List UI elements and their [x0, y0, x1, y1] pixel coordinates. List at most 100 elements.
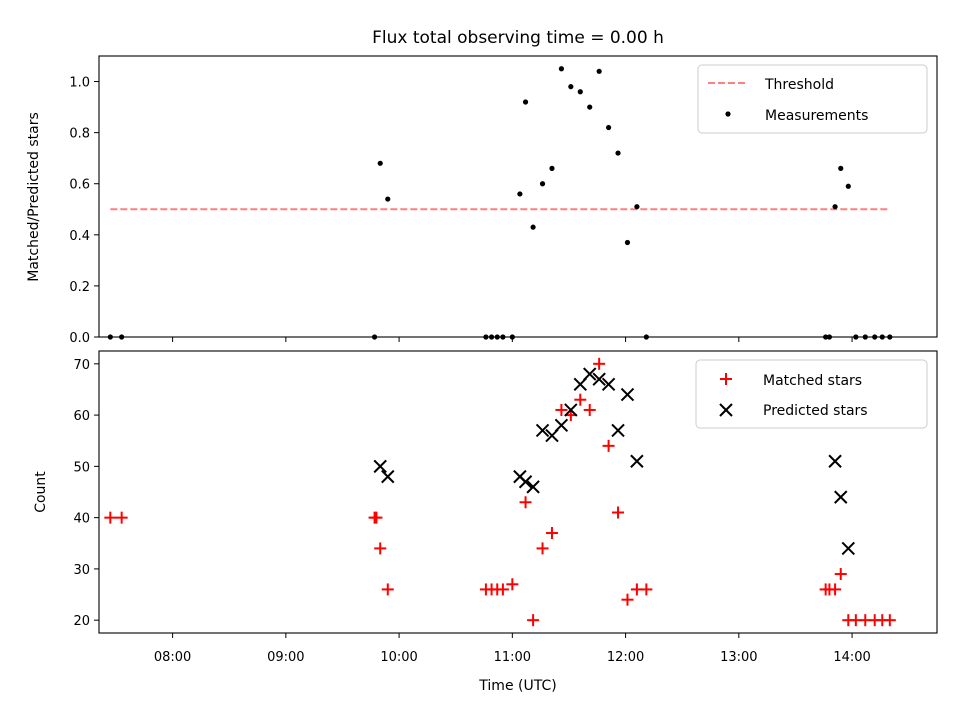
matched-star-point — [555, 403, 568, 416]
predicted-star-point — [620, 387, 635, 402]
measurement-point — [385, 196, 391, 202]
measurement-point — [549, 165, 555, 171]
bottom-legend-box — [695, 359, 928, 429]
matched-star-point — [593, 357, 606, 370]
matched-star-point — [834, 568, 847, 581]
bottom-plot-frame — [98, 350, 938, 634]
x-tick-label: 08:00 — [154, 650, 191, 665]
predicted-star-point — [535, 423, 550, 438]
top-y-tick-label: 0.8 — [69, 127, 90, 142]
bottom-y-tick-label: 40 — [73, 512, 90, 527]
top-y-tick-label: 0.4 — [69, 229, 90, 244]
top-legend-box — [697, 64, 928, 134]
top-y-tick-label: 0.6 — [69, 178, 90, 193]
measurement-point — [838, 165, 844, 171]
matched-star-point — [104, 511, 117, 524]
matched-star-point — [374, 542, 387, 555]
predicted-star-point — [841, 541, 855, 556]
measurement-point — [832, 204, 838, 210]
predicted-star-point — [828, 454, 842, 468]
chart-title: Flux total observing time = 0.00 h — [372, 28, 664, 48]
matched-star-point — [381, 583, 394, 596]
matched-star-point — [602, 439, 615, 452]
x-tick-label: 12:00 — [607, 650, 644, 665]
matched-star-point — [829, 583, 842, 596]
measurement-point — [517, 191, 523, 197]
measurement-point — [624, 239, 631, 246]
legend-measurements-label: Measurements — [765, 108, 868, 124]
x-tick-label: 14:00 — [833, 650, 870, 665]
bottom-x-ticks: 08:00 09:00 10:00 11:00 12:00 13:00 14:00 — [154, 633, 871, 665]
bottom-y-tick-label: 20 — [73, 614, 90, 629]
top-legend: Threshold Measurements — [697, 64, 928, 134]
matched-star-point — [583, 403, 596, 416]
predicted-star-point — [373, 459, 387, 474]
predicted-star-point — [381, 469, 395, 484]
predicted-star-point — [834, 490, 848, 504]
matched-star-point — [527, 614, 540, 627]
measurement-point — [615, 150, 621, 156]
matched-star-point — [536, 542, 549, 555]
x-tick-label: 11:00 — [494, 650, 531, 665]
bottom-y-tick-label: 30 — [73, 563, 90, 578]
bottom-y-ticks: 20 30 40 50 60 70 — [73, 358, 99, 629]
legend-matched-swatch — [720, 373, 732, 385]
matched-star-point — [574, 393, 587, 406]
matched-star-point — [545, 527, 558, 540]
x-tick-label: 13:00 — [720, 650, 757, 665]
matched-star-point — [115, 511, 128, 524]
predicted-star-point — [526, 480, 540, 494]
measurement-point — [530, 224, 536, 230]
bottom-y-tick-label: 60 — [73, 409, 90, 424]
bottom-series — [104, 357, 896, 627]
top-y-ticks: 0.0 0.2 0.4 0.6 0.8 1.0 — [69, 76, 99, 346]
measurement-point — [634, 204, 640, 210]
predicted-star-point — [518, 475, 533, 489]
matched-star-point — [883, 614, 896, 627]
matched-star-point — [496, 583, 509, 596]
measurement-point — [845, 183, 851, 189]
matched-star-point — [640, 583, 653, 596]
matched-star-point — [506, 578, 519, 591]
x-axis-label: Time (UTC) — [478, 678, 556, 694]
matched-star-point — [370, 511, 383, 524]
top-y-tick-label: 0.2 — [69, 280, 90, 295]
legend-threshold-label: Threshold — [764, 77, 834, 93]
measurement-point — [605, 124, 612, 131]
measurement-point — [577, 89, 583, 95]
bottom-y-axis-label: Count — [33, 471, 49, 513]
legend-matched-label: Matched stars — [763, 373, 862, 389]
measurement-point — [558, 66, 565, 72]
predicted-star-point — [601, 377, 616, 392]
bottom-y-tick-label: 70 — [73, 358, 90, 373]
bottom-y-tick-label: 50 — [73, 460, 90, 475]
matched-star-point — [621, 593, 634, 606]
measurement-point — [377, 160, 383, 166]
measurement-point — [587, 104, 593, 110]
top-panel: 0.0 0.2 0.4 0.6 0.8 1.0 Matched/Predicted sta… — [26, 55, 938, 346]
predicted-star-point — [611, 423, 625, 438]
predicted-star-point — [592, 372, 606, 386]
predicted-star-point — [630, 454, 644, 468]
legend-predicted-label: Predicted stars — [763, 403, 868, 419]
top-y-axis-label: Matched/Predicted stars — [26, 112, 42, 282]
legend-predicted-swatch — [719, 403, 733, 417]
bottom-legend: Matched stars Predicted stars — [695, 359, 928, 429]
top-y-tick-label: 0.0 — [69, 331, 90, 346]
top-y-tick-label: 1.0 — [69, 76, 90, 91]
measurement-point — [568, 84, 574, 90]
measurement-point — [539, 181, 546, 187]
x-tick-label: 10:00 — [380, 650, 417, 665]
predicted-star-point — [583, 367, 597, 381]
predicted-star-point — [564, 403, 578, 417]
predicted-star-point — [554, 418, 569, 433]
measurement-point — [522, 99, 529, 105]
bottom-panel: 20 30 40 50 60 70 08:00 09:00 10:00 11:00 12:00 13… — [33, 350, 938, 694]
matched-star-point — [612, 506, 625, 519]
measurement-point — [596, 68, 602, 74]
x-tick-label: 09:00 — [267, 650, 304, 665]
top-plot-frame — [98, 55, 938, 338]
matched-star-point — [519, 496, 532, 509]
legend-measurements-swatch — [725, 111, 731, 117]
